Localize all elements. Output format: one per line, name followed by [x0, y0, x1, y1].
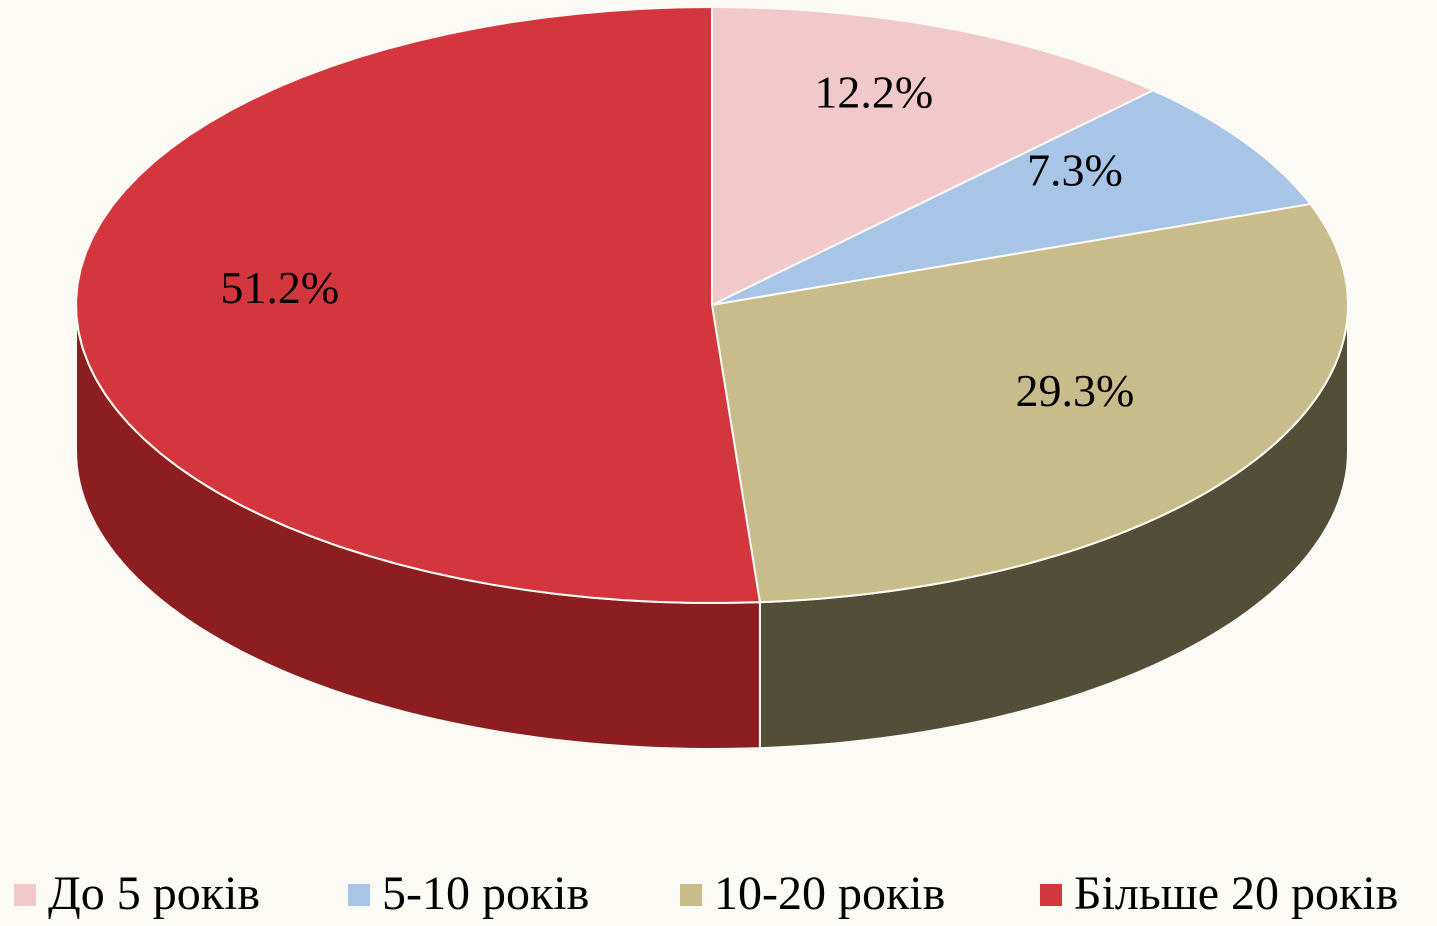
- data-label: 51.2%: [220, 262, 339, 313]
- data-label: 7.3%: [1027, 144, 1123, 195]
- legend-swatch: [14, 884, 36, 906]
- legend-swatch: [1040, 884, 1062, 906]
- legend-label: Більше 20 років: [1074, 867, 1398, 920]
- legend-label: 5-10 років: [382, 867, 589, 920]
- slice: [75, 5, 762, 604]
- data-label: 29.3%: [1016, 365, 1135, 416]
- legend-label: До 5 років: [48, 867, 260, 920]
- data-label: 12.2%: [814, 67, 933, 118]
- slice: [711, 5, 1156, 307]
- legend-swatch: [348, 884, 370, 906]
- legend-swatch: [680, 884, 702, 906]
- legend-label: 10-20 років: [714, 867, 945, 920]
- slice: [711, 89, 1313, 306]
- slice: [710, 202, 1349, 604]
